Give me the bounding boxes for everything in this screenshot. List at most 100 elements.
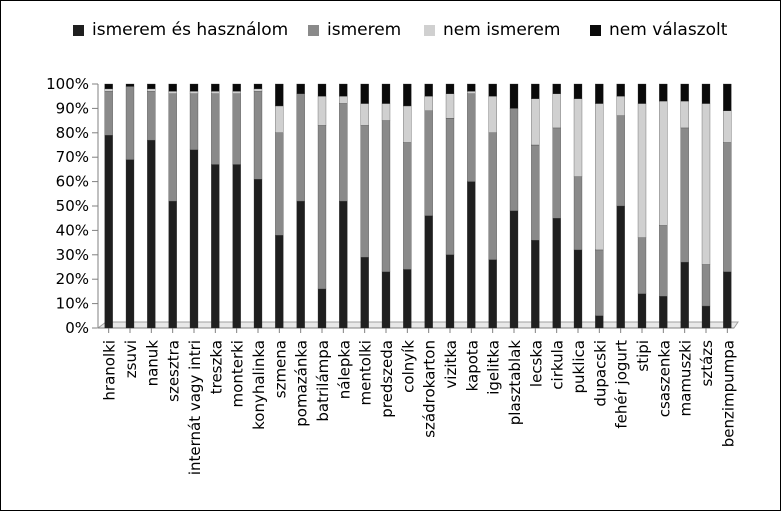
x-tick-label: plasztablak	[506, 340, 524, 426]
x-tick-label: dupacski	[591, 340, 609, 407]
bar-segment	[104, 88, 113, 92]
bar-segment	[424, 110, 433, 216]
bar-segment	[296, 83, 305, 94]
bar-segment	[275, 235, 284, 329]
legend-label-ismerem: ismerem	[327, 20, 402, 40]
bar-segment	[381, 271, 391, 329]
bar-segment	[189, 149, 199, 329]
axis-labels: hranolki zsuvi nanuk szesztra internát vagy …	[101, 340, 738, 475]
legend-label-nem-ismerem: nem ismerem	[443, 20, 561, 40]
bar-segment	[168, 91, 177, 94]
bar-segment	[275, 105, 284, 133]
bar-segment	[211, 83, 220, 92]
bar-segment	[573, 83, 583, 99]
x-tick-label: predszeda	[378, 340, 396, 418]
x-tick-label: pomazánka	[293, 340, 311, 427]
bar-segment	[637, 237, 647, 294]
x-tick-label: igelitka	[485, 340, 503, 395]
x-tick-label: treszka	[207, 340, 225, 394]
y-tick-label: 30%	[56, 246, 89, 264]
bar-segment	[488, 83, 497, 97]
bar-segment	[168, 93, 177, 202]
bar-segment	[232, 164, 241, 329]
bar-segment	[104, 83, 113, 90]
bar-segment	[509, 210, 519, 329]
bar-segment	[317, 125, 327, 290]
bar-segment	[680, 100, 689, 129]
bar-segment	[211, 91, 220, 94]
bar-segment	[637, 83, 647, 104]
bar-segment	[467, 93, 476, 182]
bar-segment	[168, 200, 177, 329]
legend-swatch-ismerem-es-hasznalom	[73, 24, 84, 36]
y-tick-label: 60%	[56, 173, 89, 191]
bar-segment	[424, 215, 433, 329]
legend-label-ismerem-es-hasznalom: ismerem és használom	[92, 20, 289, 40]
bar-segment	[317, 96, 327, 126]
bar-segment	[573, 98, 583, 177]
x-tick-label: nálepka	[335, 340, 353, 399]
bar-segment	[616, 96, 625, 116]
x-tick-label: kapota	[463, 340, 481, 391]
bar-segment	[616, 115, 625, 207]
bar-segment	[381, 120, 391, 273]
bar-segment	[595, 103, 604, 251]
bar-segment	[147, 91, 156, 141]
bar-segment	[189, 83, 199, 92]
bar-segment	[552, 83, 561, 94]
legend-swatch-nem-ismerem	[424, 24, 435, 36]
bar-segment	[189, 91, 199, 94]
bar-segment	[360, 103, 369, 126]
bar-segment	[445, 83, 455, 94]
bar-segment	[445, 118, 455, 255]
bar-segment	[659, 100, 668, 226]
bar-segment	[595, 83, 604, 104]
bar-segment	[211, 164, 220, 329]
x-tick-label: lecska	[527, 340, 545, 387]
bar-segment	[147, 83, 156, 90]
x-tick-label: szádrokarton	[421, 340, 439, 438]
bar-segment	[104, 91, 113, 136]
x-tick-label: sztázs	[698, 340, 716, 387]
y-tick-label: 100%	[46, 75, 89, 93]
bar-segment	[637, 103, 647, 238]
bar-segment	[360, 257, 369, 329]
x-tick-label: stipi	[634, 340, 652, 372]
bars	[104, 83, 732, 329]
bar-segment	[659, 225, 668, 297]
bar-segment	[360, 125, 369, 258]
bar-segment	[723, 110, 732, 143]
bar-segment	[445, 93, 455, 119]
y-tick-label: 80%	[56, 124, 89, 142]
bar-segment	[381, 103, 391, 121]
bar-segment	[509, 108, 519, 212]
bar-segment	[253, 91, 263, 180]
bar-segment	[168, 83, 177, 92]
bar-segment	[104, 135, 113, 329]
bar-segment	[723, 271, 732, 329]
x-tick-label: mentolki	[357, 340, 375, 405]
bar-segment	[339, 200, 348, 329]
bar-segment	[488, 259, 497, 329]
bar-segment	[552, 93, 561, 129]
bar-segment	[403, 269, 412, 329]
legend-item-nem-ismerem: nem ismerem	[424, 20, 560, 40]
bar-segment	[125, 83, 135, 87]
bar-segment	[616, 83, 625, 97]
bar-segment	[488, 132, 497, 260]
bar-segment	[317, 288, 327, 329]
bar-segment	[552, 127, 561, 219]
y-tick-label: 50%	[56, 197, 89, 215]
bar-segment	[232, 83, 241, 92]
legend-item-ismerem: ismerem	[308, 20, 401, 40]
legend-item-ismerem-es-hasznalom: ismerem és használom	[73, 20, 288, 40]
bar-segment	[253, 179, 263, 329]
x-tick-label: vizitka	[442, 340, 460, 389]
x-tick-label: cirkula	[549, 340, 567, 390]
bar-segment	[211, 93, 220, 165]
bar-segment	[552, 218, 561, 329]
bar-segment	[296, 200, 305, 329]
x-tick-label: mamuszki	[677, 340, 695, 416]
x-tick-label: nanuk	[143, 340, 161, 387]
